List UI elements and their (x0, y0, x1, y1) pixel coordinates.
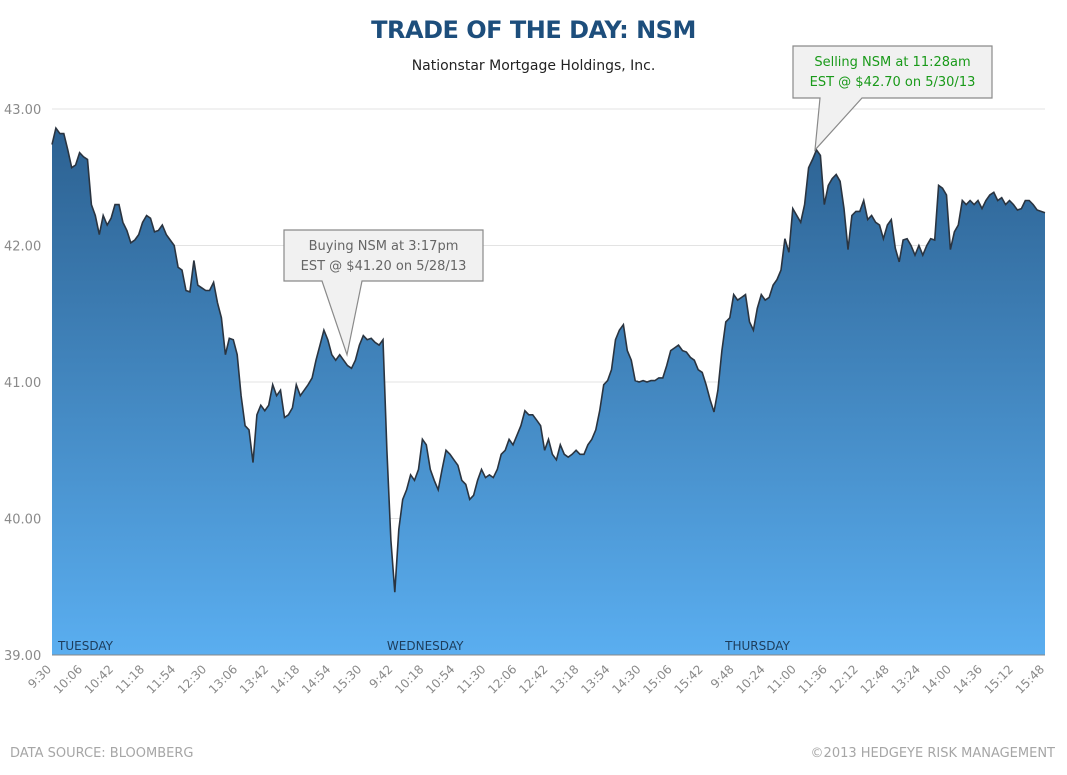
x-tick-label: 11:00 (765, 662, 799, 696)
x-tick-label: 12:12 (827, 662, 861, 696)
x-tick-label: 12:48 (858, 662, 892, 696)
x-tick-label: 15:12 (982, 662, 1016, 696)
x-tick-label: 11:54 (144, 662, 178, 696)
x-tick-label: 15:06 (640, 662, 674, 696)
copyright: ©2013 HEDGEYE RISK MANAGEMENT (810, 746, 1055, 761)
y-tick-label: 40.00 (4, 513, 41, 528)
x-tick-label: 10:06 (51, 662, 85, 696)
x-tick-label: 10:54 (423, 662, 457, 696)
chart-title: TRADE OF THE DAY: NSM (371, 16, 696, 44)
day-label: WEDNESDAY (387, 639, 464, 653)
x-tick-label: 10:18 (392, 662, 426, 696)
callout-text: Buying NSM at 3:17pm (309, 239, 459, 254)
x-tick-label: 10:24 (733, 662, 767, 696)
x-tick-label: 13:06 (206, 662, 240, 696)
x-tick-label: 11:30 (454, 662, 488, 696)
x-tick-label: 13:18 (547, 662, 581, 696)
x-tick-label: 15:48 (1013, 662, 1047, 696)
callout-text: EST @ $42.70 on 5/30/13 (810, 75, 976, 90)
data-source: DATA SOURCE: BLOOMBERG (10, 746, 194, 761)
x-tick-label: 10:42 (82, 662, 116, 696)
callout-text: Selling NSM at 11:28am (814, 55, 970, 70)
x-tick-label: 15:30 (330, 662, 364, 696)
x-tick-label: 14:54 (299, 662, 333, 696)
x-tick-label: 14:18 (268, 662, 302, 696)
y-tick-label: 42.00 (4, 240, 41, 255)
y-tick-label: 43.00 (4, 103, 41, 118)
chart-subtitle: Nationstar Mortgage Holdings, Inc. (411, 58, 656, 74)
x-tick-label: 11:18 (113, 662, 147, 696)
x-tick-label: 12:42 (516, 662, 550, 696)
callout-box (792, 45, 993, 152)
price-area (52, 128, 1045, 656)
price-line (51, 126, 1046, 593)
x-tick-label: 12:30 (175, 662, 209, 696)
x-tick-label: 13:54 (578, 662, 612, 696)
x-tick-label: 13:42 (237, 662, 271, 696)
x-tick-label: 14:36 (951, 662, 985, 696)
x-tick-label: 14:00 (920, 662, 954, 696)
annotation-callout: Buying NSM at 3:17pm EST @ $41.20 on 5/28… (283, 229, 484, 357)
x-tick-label: 13:24 (889, 662, 923, 696)
y-tick-label: 39.00 (4, 649, 41, 664)
x-tick-label: 11:36 (796, 662, 830, 696)
day-label: TUESDAY (57, 639, 114, 653)
callout-box (283, 229, 484, 357)
x-tick-label: 12:06 (485, 662, 519, 696)
x-tick-label: 15:42 (671, 662, 705, 696)
y-tick-label: 41.00 (4, 376, 41, 391)
callout-text: EST @ $41.20 on 5/28/13 (301, 259, 467, 274)
annotation-callout: Selling NSM at 11:28am EST @ $42.70 on 5/… (792, 45, 993, 152)
x-tick-label: 14:30 (609, 662, 643, 696)
day-label: THURSDAY (724, 639, 790, 653)
